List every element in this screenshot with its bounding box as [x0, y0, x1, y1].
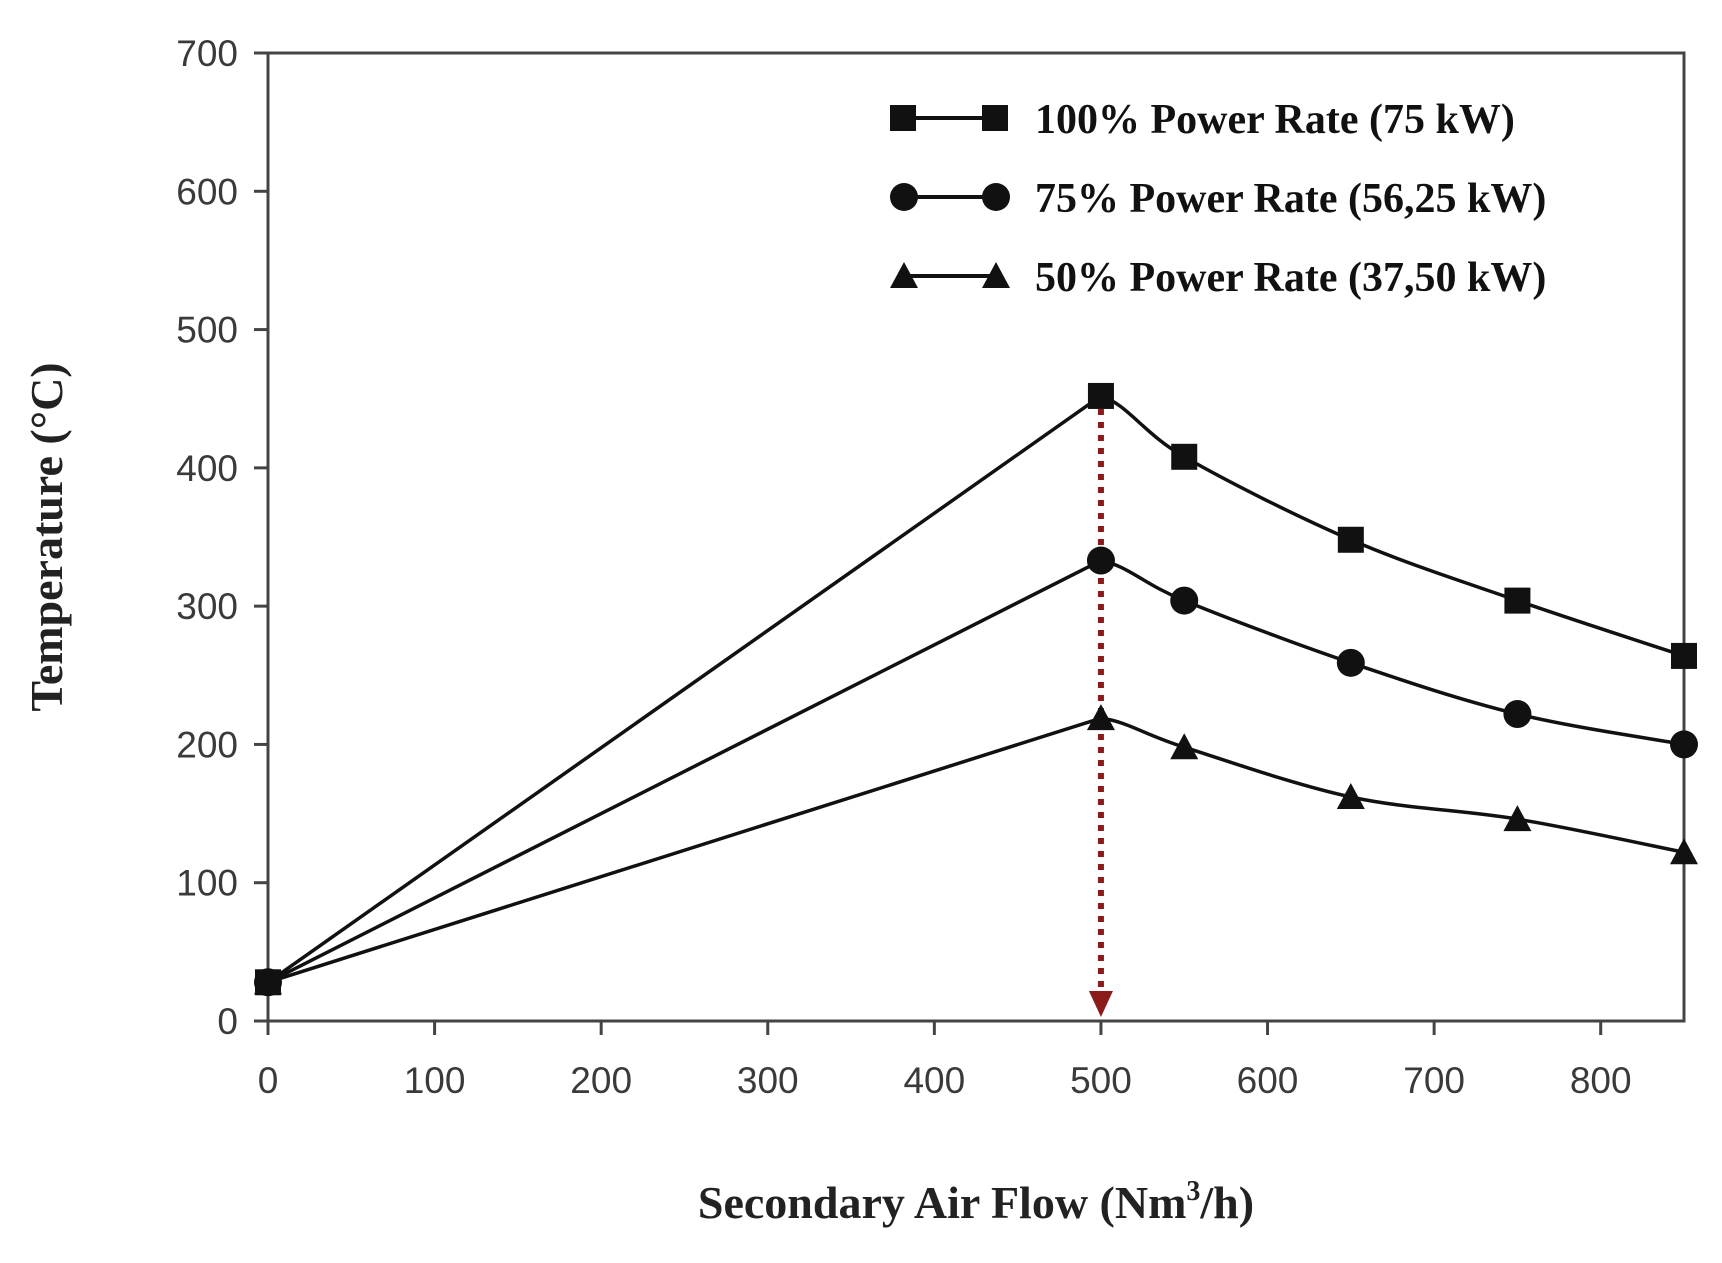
data-point-triangle — [1503, 805, 1532, 832]
y-tick-label: 100 — [176, 863, 238, 904]
x-tick-label: 100 — [404, 1060, 466, 1101]
axis-ticks: 0 100 200 300 400 500 600 700 800 0 100 200 300 400 50… — [176, 33, 1631, 1101]
y-tick-label: 0 — [217, 1001, 238, 1042]
series-markers — [254, 382, 1698, 997]
x-tick-label: 0 — [258, 1060, 279, 1101]
data-point-circle — [1170, 586, 1199, 615]
data-point-square — [1087, 382, 1114, 409]
x-tick-label: 800 — [1570, 1060, 1632, 1101]
x-tick-label: 600 — [1237, 1060, 1299, 1101]
legend-label-75-percent: 75% Power Rate (56,25 kW) — [1035, 176, 1546, 222]
legend-triangle-marker-icon — [890, 262, 918, 288]
legend-entry-50-percent: 50% Power Rate (37,50 kW) — [890, 255, 1546, 301]
x-axis-title: Secondary Air Flow (Nm3/h) — [698, 1176, 1254, 1228]
legend-circle-marker-icon — [982, 183, 1010, 211]
y-tick-label: 600 — [176, 171, 238, 212]
data-point-square — [1171, 443, 1198, 470]
y-axis-title: Temperature (°C) — [21, 362, 72, 711]
data-point-triangle — [254, 968, 282, 995]
legend-entry-75-percent: 75% Power Rate (56,25 kW) — [890, 176, 1546, 222]
y-tick-label: 400 — [176, 448, 238, 489]
y-tick-label: 700 — [176, 33, 238, 74]
data-point-triangle — [1670, 838, 1698, 865]
x-tick-label: 700 — [1403, 1060, 1465, 1101]
data-point-triangle — [1086, 704, 1115, 731]
annotation-layer — [1088, 395, 1113, 1017]
y-tick-label: 300 — [176, 586, 238, 627]
x-tick-label: 400 — [903, 1060, 965, 1101]
legend-label-100-percent: 100% Power Rate (75 kW) — [1035, 97, 1515, 143]
plot-area — [266, 51, 1686, 1023]
legend-square-marker-icon — [982, 105, 1008, 131]
x-tick-label: 500 — [1070, 1060, 1132, 1101]
data-point-circle — [1336, 648, 1365, 677]
x-tick-label: 200 — [570, 1060, 632, 1101]
data-point-triangle — [1170, 733, 1199, 760]
legend: 100% Power Rate (75 kW) 75% Power Rate (… — [890, 97, 1546, 301]
legend-triangle-marker-icon — [982, 262, 1010, 288]
data-point-square — [1671, 642, 1697, 669]
data-point-square — [1504, 587, 1531, 614]
legend-square-marker-icon — [890, 105, 916, 131]
arrow-head-icon — [1088, 991, 1113, 1017]
x-tick-label: 300 — [737, 1060, 799, 1101]
data-point-triangle — [1336, 782, 1365, 809]
data-point-circle — [1503, 700, 1532, 729]
legend-circle-marker-icon — [890, 183, 918, 211]
data-point-square — [1337, 526, 1364, 553]
data-point-circle — [1670, 730, 1698, 759]
y-tick-label: 200 — [176, 724, 238, 765]
legend-label-50-percent: 50% Power Rate (37,50 kW) — [1035, 255, 1546, 301]
data-point-circle — [1086, 546, 1115, 575]
y-tick-label: 500 — [176, 310, 238, 351]
legend-entry-100-percent: 100% Power Rate (75 kW) — [890, 97, 1515, 143]
